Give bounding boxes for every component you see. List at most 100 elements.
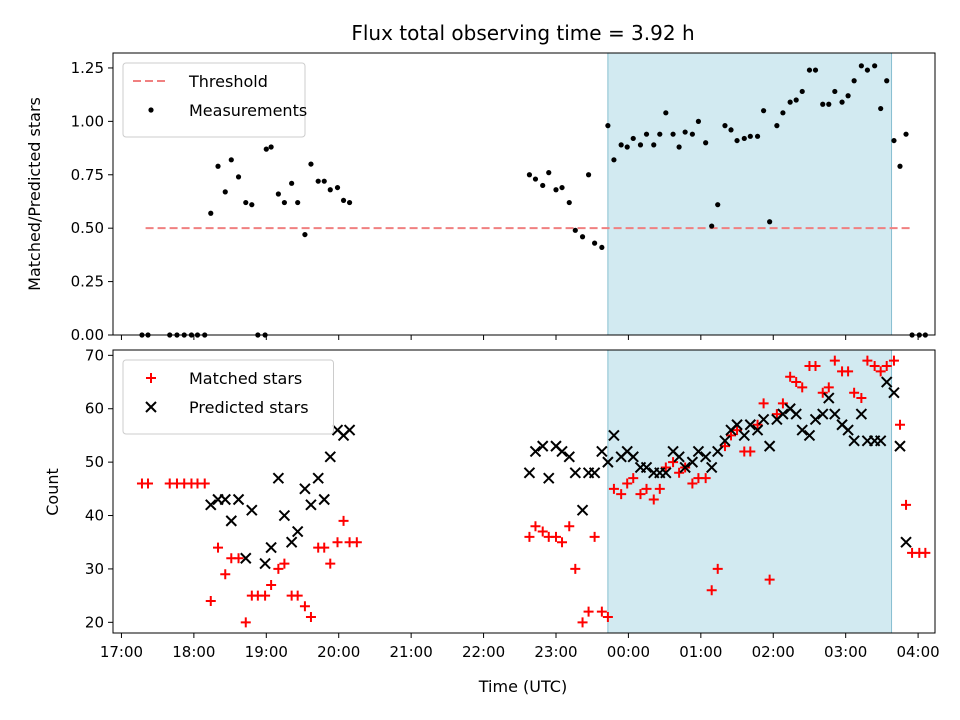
measurement-point (826, 101, 832, 107)
predicted-stars-point (673, 451, 685, 463)
x-tick-label: 01:00 (679, 643, 722, 661)
matched-stars-point (537, 526, 548, 537)
measurement-point (321, 178, 327, 184)
x-tick-label: 19:00 (245, 643, 288, 661)
predicted-stars-point (842, 424, 854, 436)
matched-stars-point (771, 409, 782, 420)
x-tick-label: 02:00 (752, 643, 795, 661)
legend-item: Matched stars (146, 369, 302, 388)
measurement-point (243, 199, 249, 206)
predicted-stars-point (225, 515, 237, 527)
measurement-point (709, 223, 715, 229)
predicted-stars-point (719, 435, 731, 447)
predicted-stars-point (699, 451, 712, 463)
bottom-y-axis-label: Count (43, 468, 62, 516)
matched-stars-point (628, 473, 639, 484)
predicted-stars-point (803, 429, 816, 442)
matched-stars-point (920, 547, 931, 558)
measurement-point (754, 133, 761, 139)
matched-stars-point (660, 462, 671, 473)
measurement-point (618, 142, 624, 148)
series-predicted-stars (205, 376, 912, 570)
measurement-point (663, 110, 669, 116)
measurement-point (812, 67, 819, 73)
observing-window-span (607, 349, 893, 634)
matched-stars-point (674, 467, 685, 478)
measurement-point (346, 199, 353, 206)
axes-frame (112, 52, 936, 336)
measurement-point (851, 78, 857, 84)
measurement-point (302, 231, 308, 238)
measurement-point (546, 170, 552, 176)
matched-stars-point (233, 553, 244, 564)
measurement-point (780, 110, 786, 116)
measurement-point (334, 184, 341, 191)
matched-stars-point (732, 425, 743, 436)
matched-stars-point (700, 473, 711, 484)
measurement-point (228, 157, 234, 163)
matched-stars-point (719, 441, 730, 452)
measurement-point (747, 133, 753, 139)
y-tick-label: 1.25 (71, 59, 104, 77)
measurement-point (820, 101, 826, 107)
y-tick-label: 0.75 (71, 166, 104, 184)
measurement-point (268, 144, 274, 150)
matched-stars-point (325, 558, 336, 569)
matched-stars-point (596, 606, 607, 617)
predicted-stars-point (529, 445, 542, 458)
predicted-stars-point (543, 472, 555, 484)
measurement-point (592, 240, 598, 246)
measurement-point (884, 78, 890, 84)
predicted-stars-point (219, 493, 231, 506)
predicted-stars-point (265, 541, 277, 554)
matched-stars-point (524, 531, 535, 542)
predicted-stars-point (343, 424, 356, 436)
predicted-stars-point (588, 467, 601, 479)
legend-label: Measurements (189, 101, 307, 120)
predicted-stars-point (278, 509, 291, 522)
predicted-stars-point (272, 472, 285, 484)
measurement-point (327, 187, 333, 193)
measurement-point (695, 118, 702, 124)
x-tick-label: 00:00 (607, 643, 650, 661)
matched-stars-point (797, 382, 808, 393)
measurement-point (741, 135, 747, 142)
measurement-point (289, 180, 295, 186)
predicted-stars-point (285, 536, 298, 548)
predicted-stars-point (291, 525, 304, 538)
legend-label: Threshold (188, 72, 268, 91)
matched-stars-point (687, 478, 698, 489)
matched-stars-point (570, 563, 581, 574)
legend: Threshold Measurements (122, 62, 307, 138)
matched-stars-point (260, 590, 271, 601)
measurement-point (540, 182, 546, 189)
y-tick-label: 70 (85, 346, 104, 364)
predicted-stars-point (259, 557, 271, 570)
measurement-point (845, 93, 851, 99)
measurement-point (891, 137, 897, 144)
y-tick-label: 60 (85, 400, 104, 418)
measurement-point (643, 131, 650, 137)
measurement-point (222, 189, 228, 195)
measurement-point (878, 105, 884, 112)
measurement-point (799, 88, 805, 95)
predicted-stars-point (796, 424, 808, 436)
matched-stars-point (745, 446, 756, 457)
measurement-point (872, 63, 878, 69)
predicted-stars-point (744, 419, 757, 431)
predicted-stars-point (894, 440, 906, 452)
matched-stars-point (641, 483, 652, 494)
predicted-stars-point (318, 493, 330, 506)
matched-stars-point (557, 537, 568, 548)
matched-stars-point (894, 419, 905, 430)
measurement-point (315, 178, 321, 184)
measurement-point (676, 144, 682, 150)
matched-stars-point (577, 617, 588, 628)
legend-measurement-swatch (148, 107, 154, 113)
matched-stars-point (602, 611, 613, 622)
predicted-stars-point (777, 408, 789, 420)
legend-item: Threshold (133, 72, 268, 91)
matched-stars-point (622, 478, 633, 489)
matched-stars-point (199, 478, 210, 489)
matched-stars-point (843, 366, 854, 377)
